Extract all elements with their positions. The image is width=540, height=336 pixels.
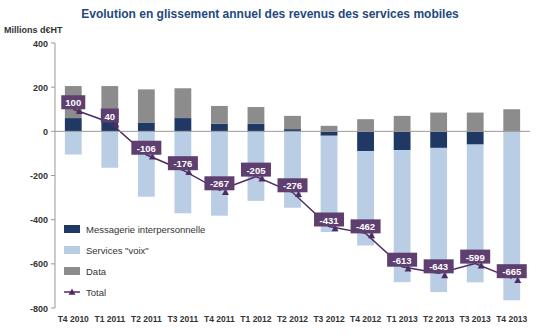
- data-label: -643: [429, 261, 448, 272]
- chart: Evolution en glissement annuel des reven…: [0, 0, 540, 336]
- total-line: [73, 109, 511, 278]
- legend-swatch: [64, 225, 80, 233]
- bar: [394, 131, 411, 150]
- bar: [138, 123, 155, 132]
- y-tick: [51, 219, 55, 220]
- y-tick-label: 400: [33, 39, 48, 49]
- bar: [138, 89, 155, 122]
- bar: [284, 116, 301, 129]
- data-label: -599: [466, 252, 485, 263]
- bar: [211, 106, 228, 124]
- data-label-box: [278, 178, 308, 192]
- x-tick-label: T2 2013: [423, 314, 454, 324]
- bar: [430, 131, 447, 148]
- legend-label: Services "voix": [86, 245, 149, 256]
- legend-swatch: [64, 267, 80, 275]
- x-tick-label: T1 2013: [387, 314, 418, 324]
- data-label: -613: [393, 255, 412, 266]
- x-tick-label: T4 2011: [204, 314, 235, 324]
- x-tick-label: T2 2012: [277, 314, 308, 324]
- data-label-box: [460, 250, 490, 264]
- data-label: -267: [210, 178, 229, 189]
- x-tick-label: T2 2011: [131, 314, 162, 324]
- legend-marker: [69, 289, 76, 295]
- x-tick-label: T3 2011: [168, 314, 199, 324]
- x-tick-label: T4 2013: [496, 314, 527, 324]
- y-tick: [51, 175, 55, 176]
- data-label: -176: [173, 158, 192, 169]
- y-tick: [51, 43, 55, 44]
- data-label-box: [204, 176, 234, 190]
- bar: [65, 118, 82, 131]
- y-tick-label: 0: [43, 127, 48, 137]
- legend-label: Messagerie interpersonnelle: [86, 224, 205, 235]
- x-tick-label: T1 2011: [94, 314, 125, 324]
- data-label: -462: [356, 221, 375, 232]
- bar: [174, 118, 191, 131]
- data-label-box: [424, 259, 454, 273]
- y-tick: [51, 263, 55, 264]
- y-tick-label: -800: [30, 304, 48, 314]
- data-label: -106: [137, 143, 156, 154]
- data-labels: 100 40 -106 -176 -267 -205 -276 -431 -462 -613 -64…: [61, 95, 526, 278]
- title: Evolution en glissement annuel des reven…: [81, 7, 459, 21]
- bar: [174, 88, 191, 118]
- data-label-box: [497, 264, 527, 278]
- bar: [503, 109, 520, 131]
- data-label-box: [61, 95, 85, 109]
- y-tick: [51, 131, 55, 132]
- legend: Messagerie interpersonnelle Services "voi…: [64, 224, 205, 298]
- x-tick-label: T1 2012: [240, 314, 271, 324]
- x-tick-label: T3 2012: [313, 314, 344, 324]
- bar: [65, 131, 82, 154]
- bar: [357, 119, 374, 131]
- bar: [211, 124, 228, 132]
- bar: [357, 131, 374, 151]
- bar: [248, 107, 265, 124]
- bar: [467, 113, 484, 132]
- data-label-box: [241, 163, 271, 177]
- bar: [101, 131, 118, 167]
- x-tick-label: T4 2012: [350, 314, 381, 324]
- y-tick-label: 200: [33, 83, 48, 93]
- y-tick-label: -200: [30, 171, 48, 181]
- data-label-box: [387, 253, 417, 267]
- x-tick-label: T4 2010: [58, 314, 89, 324]
- data-label: -205: [246, 165, 266, 176]
- data-label: -276: [283, 180, 302, 191]
- data-label-box: [314, 213, 344, 227]
- y-tick: [51, 87, 55, 88]
- zero-line: [55, 131, 530, 132]
- data-label-box: [101, 109, 119, 123]
- data-label: -431: [320, 215, 340, 226]
- data-label: 40: [105, 111, 116, 122]
- y-tick-label: -400: [30, 215, 48, 225]
- bar: [211, 131, 228, 215]
- legend-swatch: [64, 246, 80, 254]
- data-label-box: [351, 219, 381, 233]
- legend-label: Data: [86, 266, 107, 277]
- data-label-box: [168, 156, 198, 170]
- legend-label: Total: [86, 287, 106, 298]
- bar: [321, 131, 338, 135]
- y-tick: [51, 308, 55, 309]
- bar: [394, 116, 411, 131]
- data-label-box: [131, 141, 161, 155]
- bar: [430, 113, 447, 132]
- bar: [467, 131, 484, 144]
- y-axis-label: Millions d€HT: [4, 25, 63, 35]
- y-tick-label: -600: [30, 259, 48, 269]
- plot-area: [65, 86, 521, 300]
- data-label: 100: [65, 97, 81, 108]
- data-label: -665: [502, 266, 522, 277]
- bar: [321, 126, 338, 132]
- x-tick-label: T3 2013: [460, 314, 491, 324]
- bar: [248, 124, 265, 132]
